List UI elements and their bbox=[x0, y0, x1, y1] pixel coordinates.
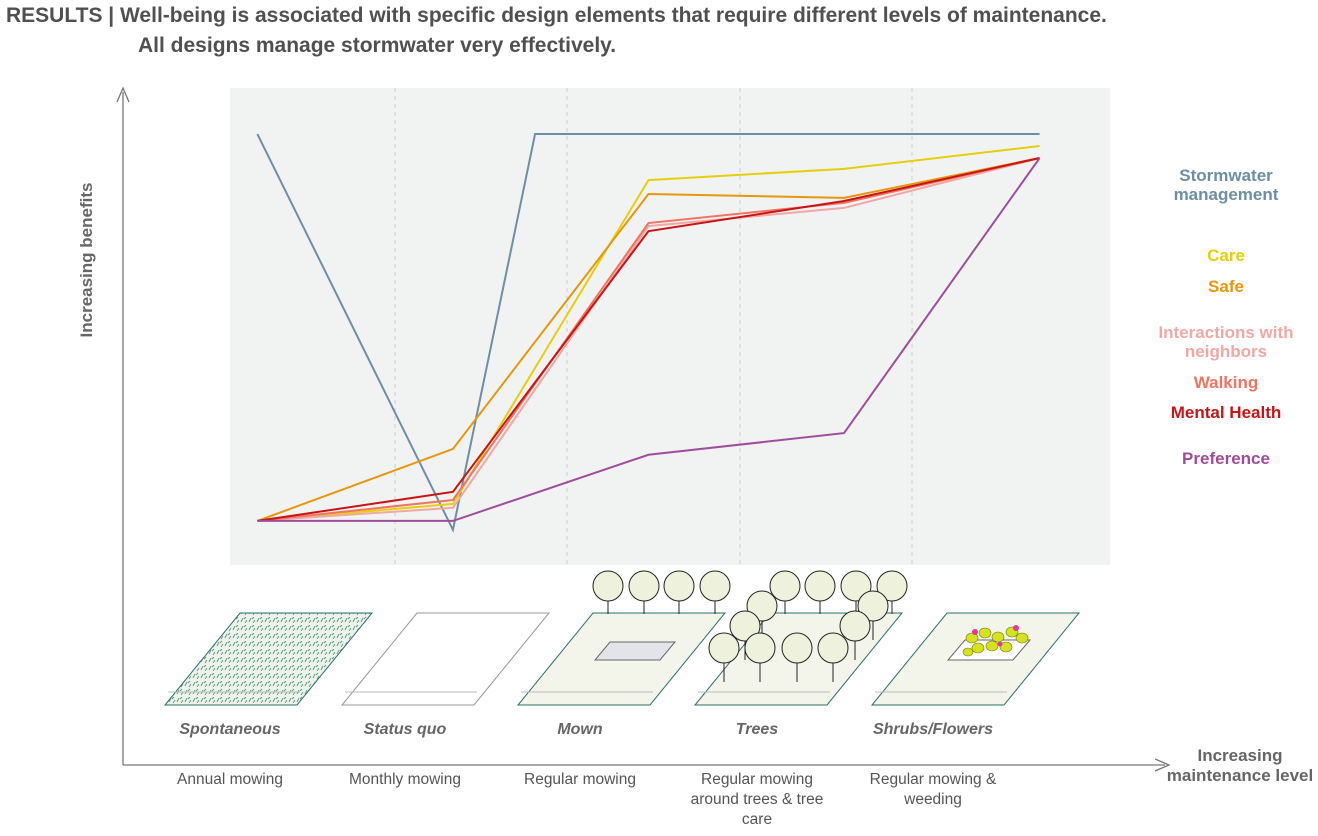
subtitle: All designs manage stormwater very effec… bbox=[138, 34, 617, 57]
design-label: Status quo bbox=[363, 721, 447, 738]
legend-entry: Safe bbox=[1208, 277, 1244, 296]
series-line bbox=[257, 157, 1040, 522]
legend-entry: Care bbox=[1207, 246, 1245, 265]
design-label: Spontaneous bbox=[179, 721, 281, 738]
design-label: Trees bbox=[735, 721, 779, 738]
series-line bbox=[257, 145, 1040, 522]
legend-entry: Preference bbox=[1182, 449, 1270, 468]
series-line bbox=[256, 133, 1040, 533]
axes bbox=[116, 86, 1171, 772]
legend-entry: Stormwater management bbox=[1173, 166, 1279, 204]
design-label: Mown bbox=[557, 721, 603, 738]
series-line bbox=[257, 157, 1040, 522]
plot-area bbox=[230, 88, 1110, 565]
title: RESULTS | Well-being is associated with … bbox=[6, 4, 1107, 27]
legend-entry: Interactions with neighbors bbox=[1158, 323, 1294, 361]
design-label: Shrubs/Flowers bbox=[872, 721, 994, 738]
x-axis-label: Increasing maintenance level bbox=[1166, 746, 1314, 785]
series-line bbox=[257, 157, 1040, 522]
legend-entry: Walking bbox=[1193, 373, 1259, 392]
series-line bbox=[257, 157, 1041, 522]
maintenance-label: Regular mowing bbox=[524, 771, 636, 788]
maintenance-label: Regular mowing & weeding bbox=[869, 771, 997, 808]
illustrations bbox=[163, 570, 1081, 706]
y-axis-label: Increasing benefits bbox=[77, 182, 96, 338]
series-line bbox=[257, 157, 1040, 522]
legend-entry: Mental Health bbox=[1170, 403, 1282, 422]
maintenance-label: Regular mowing around trees & tree care bbox=[690, 771, 824, 828]
maintenance-label: Monthly mowing bbox=[349, 771, 461, 788]
maintenance-label: Annual mowing bbox=[177, 771, 283, 788]
